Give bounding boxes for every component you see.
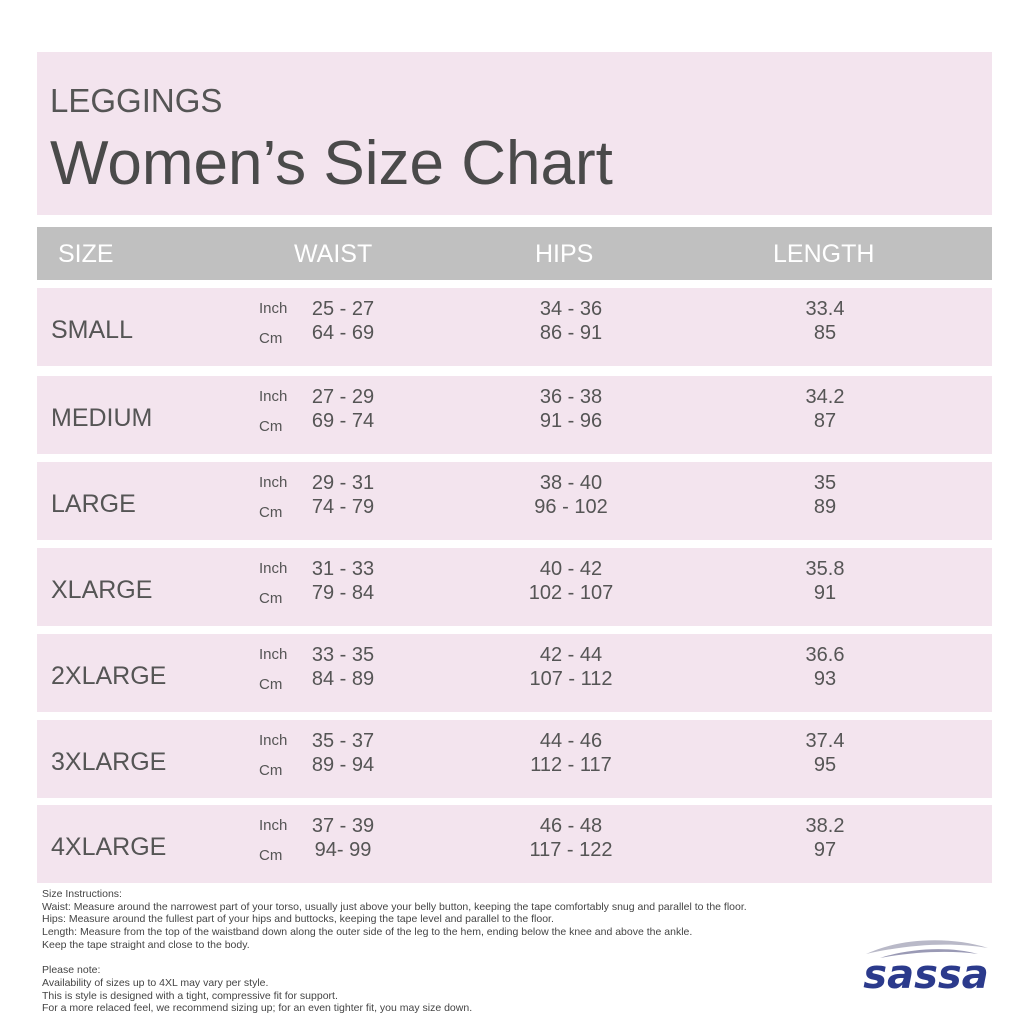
unit-label: Inch	[259, 560, 288, 577]
length-inch: 36.6	[805, 644, 845, 666]
length-cm: 97	[813, 839, 837, 861]
length-inch: 35	[813, 472, 837, 494]
unit-label: Inch	[259, 388, 288, 405]
hips-inch: 44 - 46	[539, 730, 603, 752]
size-label: MEDIUM	[51, 404, 153, 432]
waist-inch: 31 - 33	[311, 558, 375, 580]
title: Women’s Size Chart	[50, 129, 613, 198]
waist-cm: 64 - 69	[311, 322, 375, 344]
row-background	[37, 462, 992, 540]
waist-cm: 69 - 74	[311, 410, 375, 432]
hips-inch: 38 - 40	[539, 472, 603, 494]
size-label: LARGE	[51, 490, 136, 518]
waist-inch: 29 - 31	[311, 472, 375, 494]
unit-label: Cm	[259, 847, 283, 864]
row-background	[37, 548, 992, 626]
hips-inch: 34 - 36	[539, 298, 603, 320]
length-cm: 91	[813, 582, 837, 604]
unit-label: Inch	[259, 474, 288, 491]
waist-cm: 84 - 89	[311, 668, 375, 690]
hips-cm: 96 - 102	[534, 496, 608, 518]
length-inch: 37.4	[805, 730, 845, 752]
unit-label: Cm	[259, 762, 283, 779]
logo-swoosh	[866, 940, 988, 954]
size-label: XLARGE	[51, 576, 153, 604]
length-inch: 34.2	[805, 386, 845, 408]
hips-inch: 36 - 38	[539, 386, 603, 408]
waist-cm: 74 - 79	[311, 496, 375, 518]
length-inch: 33.4	[805, 298, 845, 320]
column-header: HIPS	[535, 240, 594, 268]
note-line: Please note:	[42, 964, 101, 977]
header-box	[37, 52, 992, 215]
unit-label: Cm	[259, 676, 283, 693]
hips-inch: 40 - 42	[539, 558, 603, 580]
waist-inch: 25 - 27	[311, 298, 375, 320]
row-background	[37, 805, 992, 883]
unit-label: Cm	[259, 330, 283, 347]
column-header: LENGTH	[773, 240, 875, 268]
note-line: For a more relaced feel, we recommend si…	[42, 1002, 473, 1015]
row-background	[37, 288, 992, 366]
hips-inch: 46 - 48	[539, 815, 603, 837]
unit-label: Cm	[259, 418, 283, 435]
note-line: This is style is designed with a tight, …	[42, 989, 338, 1002]
waist-cm: 89 - 94	[311, 754, 375, 776]
logo: sassa	[863, 940, 989, 998]
length-cm: 87	[813, 410, 837, 432]
length-cm: 85	[813, 322, 837, 344]
note-line: Waist: Measure around the narrowest part…	[42, 900, 747, 913]
unit-label: Inch	[259, 300, 288, 317]
column-header: SIZE	[58, 240, 114, 268]
hips-cm: 91 - 96	[539, 410, 603, 432]
hips-inch: 42 - 44	[539, 644, 603, 666]
row-background	[37, 376, 992, 454]
logo-swoosh	[880, 949, 978, 958]
size-label: 2XLARGE	[51, 662, 167, 690]
note-line: Hips: Measure around the fullest part of…	[42, 913, 554, 926]
unit-label: Inch	[259, 732, 288, 749]
size-label: 4XLARGE	[51, 833, 167, 861]
length-cm: 89	[813, 496, 837, 518]
row-background	[37, 634, 992, 712]
waist-inch: 37 - 39	[311, 815, 375, 837]
unit-label: Inch	[259, 646, 288, 663]
note-line: Length: Measure from the top of the wais…	[42, 926, 693, 939]
waist-cm: 94- 99	[314, 839, 372, 861]
note-line: Keep the tape straight and close to the …	[42, 938, 250, 951]
note-line: Availability of sizes up to 4XL may vary…	[42, 976, 269, 989]
row-background	[37, 720, 992, 798]
waist-cm: 79 - 84	[311, 582, 375, 604]
length-cm: 95	[813, 754, 837, 776]
length-inch: 35.8	[805, 558, 845, 580]
length-inch: 38.2	[805, 815, 845, 837]
unit-label: Cm	[259, 590, 283, 607]
waist-inch: 33 - 35	[311, 644, 375, 666]
size-label: 3XLARGE	[51, 748, 167, 776]
hips-cm: 112 - 117	[530, 754, 612, 776]
header-bar	[37, 227, 992, 280]
unit-label: Cm	[259, 504, 283, 521]
unit-label: Inch	[259, 817, 288, 834]
hips-cm: 107 - 112	[529, 668, 613, 690]
hips-cm: 86 - 91	[539, 322, 603, 344]
subtitle: LEGGINGS	[50, 82, 223, 119]
waist-inch: 27 - 29	[311, 386, 375, 408]
hips-cm: 102 - 107	[528, 582, 614, 604]
column-header: WAIST	[294, 240, 373, 268]
hips-cm: 117 - 122	[529, 839, 613, 861]
length-cm: 93	[813, 668, 837, 690]
logo-text: sassa	[863, 952, 988, 998]
note-line: Size Instructions:	[42, 888, 122, 900]
waist-inch: 35 - 37	[311, 730, 375, 752]
size-label: SMALL	[51, 316, 133, 344]
